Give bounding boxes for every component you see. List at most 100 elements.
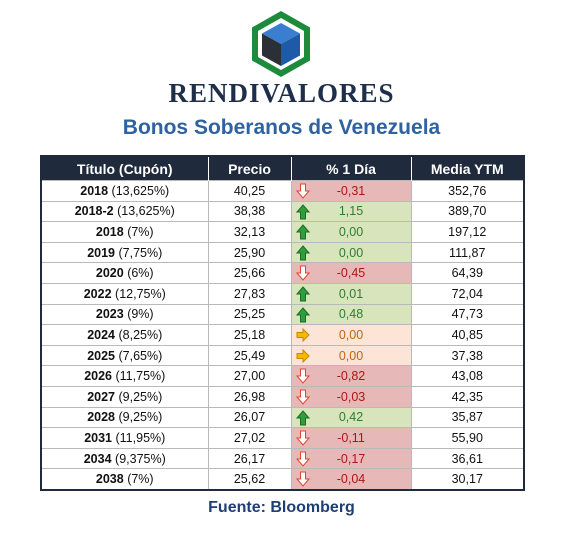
bond-title-cell: 2031 (11,95%) — [40, 427, 209, 449]
table-row: 2022 (12,75%) 27,83 0,01 72,04 — [40, 282, 525, 305]
bond-title-cell: 2020 (6%) — [40, 262, 209, 284]
bond-price: 25,62 — [207, 468, 292, 491]
bond-change-cell: -0,04 — [290, 468, 412, 491]
bond-price: 25,18 — [207, 324, 292, 346]
bond-title-cell: 2034 (9,375%) — [40, 447, 209, 470]
bond-coupon: (13,625%) — [111, 183, 170, 198]
bond-title-cell: 2023 (9%) — [40, 303, 209, 326]
bond-coupon: (11,95%) — [115, 430, 166, 445]
table-row: 2018 (7%) 32,13 0,00 197,12 — [40, 221, 525, 243]
bond-coupon: (12,75%) — [115, 286, 166, 301]
bond-ytm: 36,61 — [410, 447, 525, 470]
brand-name: RENDIVALORES — [168, 78, 395, 108]
bond-change-value: -0,17 — [336, 451, 366, 466]
arrow-up-icon — [295, 306, 310, 323]
bond-ytm: 352,76 — [410, 180, 525, 202]
arrow-up-icon — [295, 224, 310, 240]
bond-coupon: (9,25%) — [118, 410, 163, 425]
table-row: 2023 (9%) 25,25 0,48 47,73 — [40, 303, 525, 326]
arrow-down-icon — [295, 471, 310, 488]
bond-year: 2019 — [87, 245, 116, 260]
page-subtitle: Bonos Soberanos de Venezuela — [122, 116, 441, 139]
arrow-right-icon — [296, 348, 310, 363]
bond-coupon: (11,75%) — [115, 369, 166, 384]
bond-title-cell: 2018 (7%) — [40, 221, 209, 243]
table-row: 2026 (11,75%) 27,00 -0,82 43,08 — [40, 365, 525, 387]
table-row: 2034 (9,375%) 26,17 -0,17 36,61 — [40, 447, 525, 470]
bond-ytm: 40,85 — [410, 324, 525, 346]
bond-coupon: (13,625%) — [117, 204, 175, 219]
bond-change-value: -0,82 — [336, 369, 366, 384]
bond-coupon: (9,25%) — [118, 389, 163, 404]
bond-year: 2038 — [95, 472, 124, 487]
arrow-up-icon — [295, 203, 310, 220]
bond-title-cell: 2018 (13,625%) — [40, 180, 209, 202]
bond-year: 2024 — [87, 327, 116, 342]
table-row: 2031 (11,95%) 27,02 -0,11 55,90 — [40, 427, 525, 449]
bond-change-cell: 0,42 — [290, 406, 412, 429]
header-ytm: Media YTM — [411, 156, 524, 181]
bond-ytm: 389,70 — [410, 200, 525, 223]
arrow-down-icon — [295, 265, 310, 282]
bond-change-cell: 0,00 — [290, 324, 412, 346]
bond-coupon: (9,375%) — [115, 451, 166, 466]
bond-change-cell: 1,15 — [290, 200, 412, 223]
bond-coupon: (7%) — [127, 472, 154, 487]
bond-price: 32,13 — [207, 221, 292, 243]
table-row: 2025 (7,65%) 25,49 0,00 37,38 — [40, 344, 525, 367]
bond-title-cell: 2027 (9,25%) — [40, 385, 209, 408]
arrow-down-icon — [295, 183, 310, 199]
arrow-up-icon — [295, 245, 310, 261]
bond-year: 2026 — [84, 369, 113, 384]
bond-ytm: 42,35 — [410, 385, 525, 408]
table-row: 2038 (7%) 25,62 -0,04 30,17 — [40, 468, 525, 491]
bond-change-value: 0,00 — [338, 348, 364, 363]
source-footer: Fuente: Bloomberg — [208, 499, 355, 516]
bond-year: 2027 — [87, 389, 116, 404]
bond-change-value: 0,00 — [338, 327, 364, 342]
bond-year: 2025 — [87, 348, 116, 363]
bond-price: 26,98 — [207, 385, 292, 408]
bond-year: 2028 — [87, 410, 116, 425]
bond-price: 27,83 — [207, 282, 292, 305]
bond-change-cell: -0,82 — [290, 365, 412, 387]
bond-price: 25,25 — [207, 303, 292, 326]
bond-change-cell: 0,00 — [290, 241, 412, 264]
bond-change-cell: -0,45 — [290, 262, 412, 284]
arrow-up-icon — [295, 286, 310, 302]
bond-year: 2031 — [84, 430, 113, 445]
bond-year: 2023 — [95, 307, 124, 322]
bond-change-value: 0,00 — [338, 245, 364, 260]
bond-year: 2022 — [83, 286, 112, 301]
arrow-down-icon — [295, 368, 310, 385]
arrow-down-icon — [295, 389, 310, 405]
bond-ytm: 111,87 — [410, 241, 525, 264]
header-title: Título (Cupón) — [41, 156, 209, 181]
bond-ytm: 197,12 — [410, 221, 525, 243]
bond-change-cell: -0,11 — [290, 427, 412, 449]
bond-title-cell: 2018-2 (13,625%) — [40, 200, 209, 223]
bond-title-cell: 2022 (12,75%) — [40, 282, 209, 305]
bond-year: 2018-2 — [74, 204, 114, 219]
bond-price: 40,25 — [207, 180, 292, 202]
bond-ytm: 72,04 — [410, 282, 525, 305]
arrow-down-icon — [295, 451, 310, 467]
bond-year: 2018 — [95, 224, 124, 239]
bond-change-value: 0,48 — [338, 307, 364, 322]
table-row: 2018 (13,625%) 40,25 -0,31 352,76 — [40, 180, 525, 202]
bond-ytm: 30,17 — [410, 468, 525, 491]
bond-title-cell: 2025 (7,65%) — [40, 344, 209, 367]
bond-ytm: 47,73 — [410, 303, 525, 326]
bond-title-cell: 2038 (7%) — [40, 468, 209, 491]
table-row: 2027 (9,25%) 26,98 -0,03 42,35 — [40, 385, 525, 408]
bond-change-cell: 0,00 — [290, 344, 412, 367]
bond-change-value: 0,01 — [338, 286, 364, 301]
table-row: 2018-2 (13,625%) 38,38 1,15 389,70 — [40, 200, 525, 223]
bond-price: 38,38 — [207, 200, 292, 223]
bond-coupon: (7%) — [127, 224, 154, 239]
rendivalores-logo-icon — [252, 11, 310, 77]
table-row: 2019 (7,75%) 25,90 0,00 111,87 — [40, 241, 525, 264]
bond-change-value: -0,03 — [336, 389, 366, 404]
arrow-down-icon — [295, 430, 310, 446]
bond-year: 2034 — [83, 451, 112, 466]
